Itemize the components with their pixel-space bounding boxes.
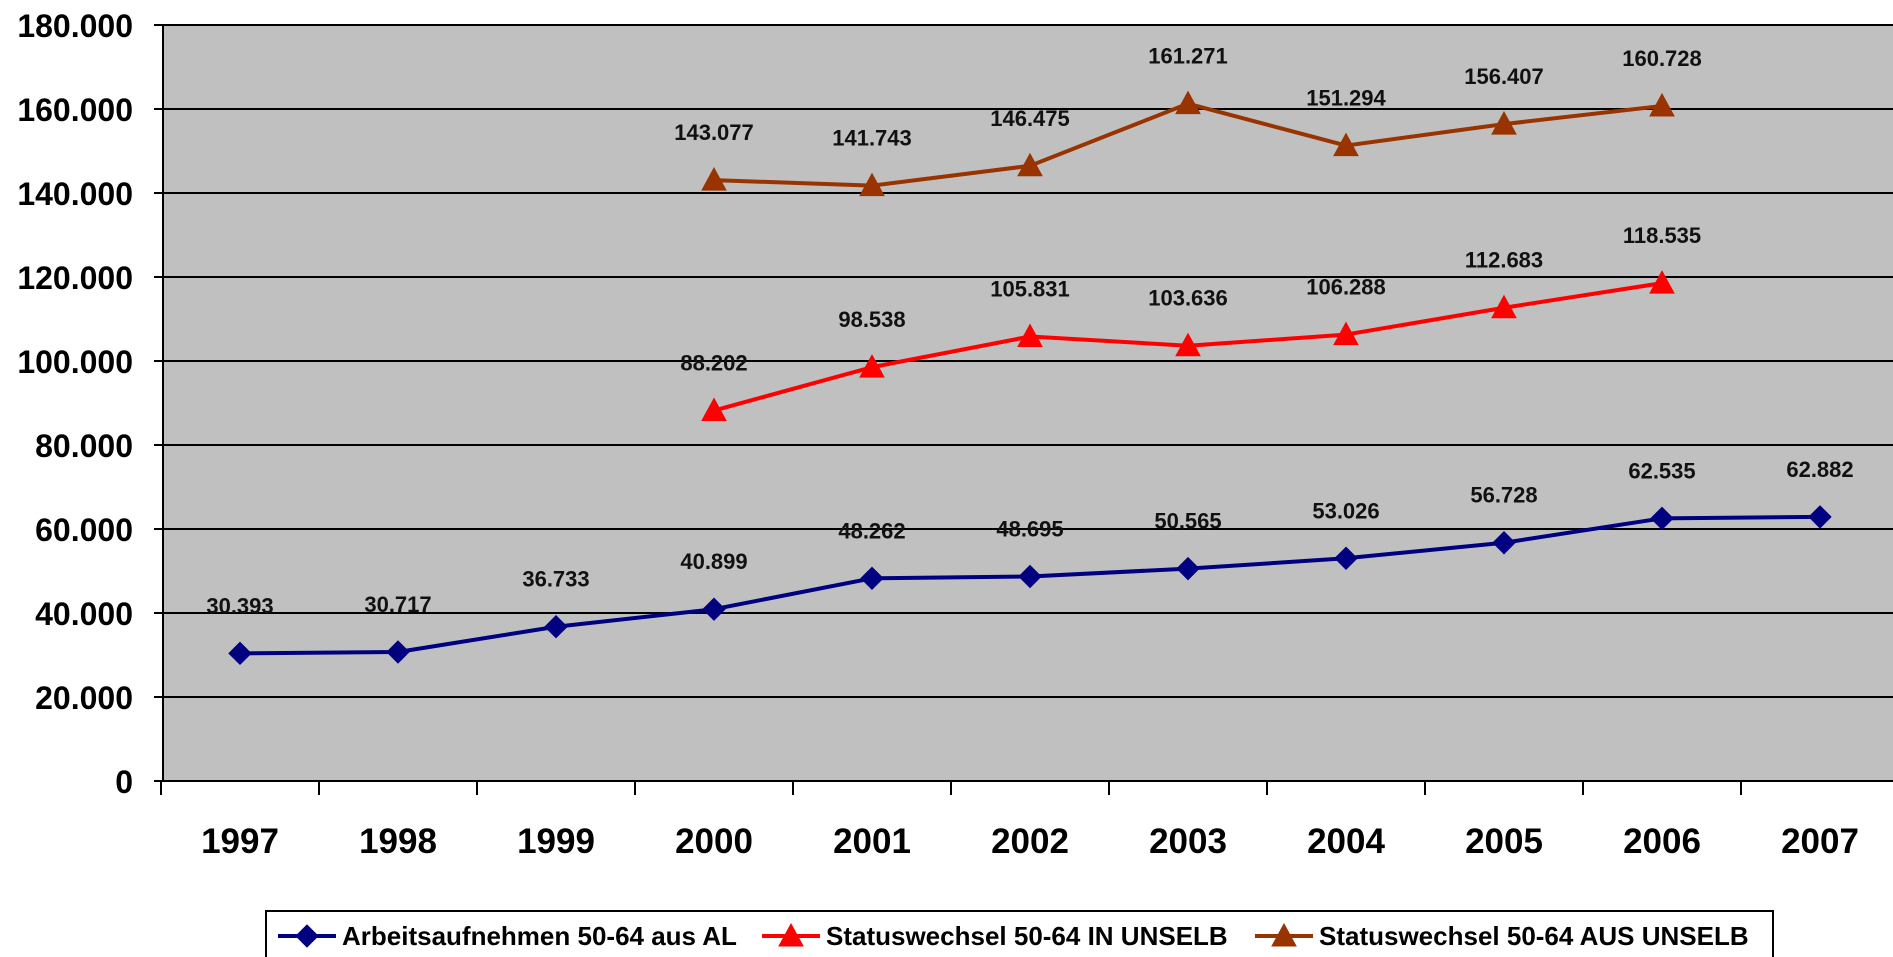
gridlines (163, 24, 1893, 698)
y-tick-label: 160.000 (17, 92, 133, 128)
series-2 (701, 270, 1675, 422)
data-point (386, 640, 410, 664)
data-point (1808, 505, 1832, 529)
data-point (860, 566, 884, 591)
series-1 (228, 505, 1832, 666)
legend-label: Arbeitsaufnehmen 50-64 aus AL (342, 921, 737, 951)
data-label: 40.899 (680, 549, 747, 574)
data-point (859, 354, 885, 378)
legend-label: Statuswechsel 50-64 AUS UNSELB (1319, 921, 1749, 951)
data-label: 156.407 (1464, 64, 1544, 89)
y-tick-label: 140.000 (17, 176, 133, 212)
data-label: 161.271 (1148, 44, 1228, 69)
data-label: 106.288 (1306, 275, 1386, 300)
data-point (1175, 332, 1201, 357)
y-tick-label: 20.000 (35, 680, 133, 716)
data-point (1650, 506, 1674, 531)
legend-marker (778, 922, 804, 947)
data-point (1018, 564, 1042, 589)
x-tick-label: 1999 (517, 822, 595, 861)
data-label: 56.728 (1470, 483, 1537, 508)
x-tick-label: 2004 (1307, 822, 1385, 861)
data-point (1333, 132, 1359, 157)
data-label: 30.393 (206, 593, 273, 618)
data-label: 48.262 (838, 518, 905, 543)
data-point (701, 397, 727, 422)
series-3 (701, 90, 1675, 197)
data-point (1334, 546, 1358, 570)
data-label: 105.831 (990, 277, 1070, 302)
y-tick-label: 40.000 (35, 596, 133, 632)
x-tick-label: 2001 (833, 822, 911, 861)
axes (162, 25, 1893, 782)
data-point (544, 615, 568, 639)
data-point (859, 172, 885, 197)
data-point (1333, 321, 1359, 346)
legend: Arbeitsaufnehmen 50-64 aus AL Statuswechs… (265, 910, 1774, 957)
data-point (1492, 531, 1516, 555)
x-tick-label: 2006 (1623, 822, 1701, 861)
data-label: 103.636 (1148, 286, 1228, 311)
data-point (702, 597, 726, 621)
data-label: 62.882 (1786, 457, 1853, 482)
legend-item: Arbeitsaufnehmen 50-64 aus AL (278, 921, 737, 951)
y-tick-label: 120.000 (17, 260, 133, 296)
data-label: 141.743 (832, 126, 912, 151)
data-point (1017, 152, 1043, 177)
data-label: 62.535 (1628, 458, 1695, 483)
x-tick-label: 2003 (1149, 822, 1227, 861)
legend-box (265, 910, 1774, 957)
legend-item: Statuswechsel 50-64 IN UNSELB (762, 921, 1228, 951)
data-label: 30.717 (364, 592, 431, 617)
data-label: 118.535 (1623, 223, 1701, 248)
y-tick-label: 180.000 (17, 8, 133, 44)
data-labels: 30.393 30.717 36.733 40.899 48.262 48.695 50.5… (206, 44, 1853, 619)
x-tick-label: 2000 (675, 822, 753, 861)
x-tick-label: 1997 (201, 822, 279, 861)
data-label: 112.683 (1465, 248, 1543, 273)
data-point (1491, 111, 1517, 135)
legend-label: Statuswechsel 50-64 IN UNSELB (826, 921, 1228, 951)
data-label: 53.026 (1312, 498, 1379, 523)
data-label: 151.294 (1306, 86, 1386, 111)
data-point (228, 641, 252, 666)
tick-labels: 0 20.000 40.000 60.000 80.000 100.000 120.000 1… (17, 8, 1859, 861)
data-point (1649, 270, 1675, 294)
y-tick-label: 100.000 (17, 344, 133, 380)
data-point (701, 167, 727, 191)
data-point (1175, 90, 1201, 115)
legend-item: Statuswechsel 50-64 AUS UNSELB (1255, 921, 1749, 951)
data-label: 88.202 (680, 351, 747, 376)
x-tick-label: 2005 (1465, 822, 1543, 861)
y-tick-label: 60.000 (35, 512, 133, 548)
data-label: 48.695 (996, 516, 1063, 541)
plot-area (163, 25, 1893, 781)
y-tick-label: 0 (115, 764, 133, 800)
series (228, 90, 1832, 666)
x-tick-label: 2007 (1781, 822, 1859, 861)
legend-marker (1271, 922, 1297, 947)
x-tick-label: 1998 (359, 822, 437, 861)
data-label: 146.475 (990, 106, 1070, 131)
data-label: 36.733 (522, 567, 589, 592)
legend-marker (295, 924, 319, 948)
data-label: 98.538 (838, 307, 905, 332)
data-point (1176, 556, 1200, 581)
data-point (1491, 294, 1517, 319)
x-tick-label: 2002 (991, 822, 1069, 861)
data-label: 160.728 (1622, 46, 1702, 71)
data-point (1017, 323, 1043, 348)
data-label: 50.565 (1154, 509, 1221, 534)
y-tick-label: 80.000 (35, 428, 133, 464)
data-label: 143.077 (674, 120, 754, 145)
data-point (1649, 92, 1675, 117)
